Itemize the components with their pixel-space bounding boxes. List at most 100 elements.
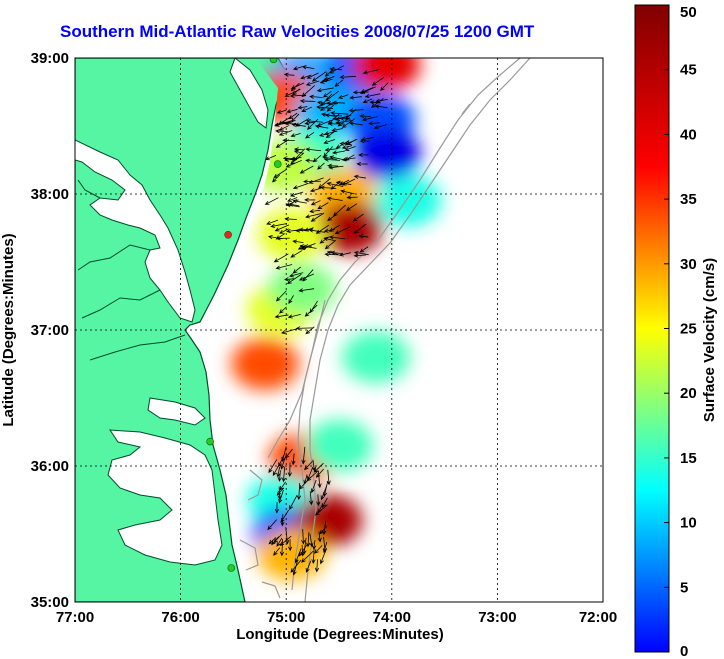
velocity-arrow [304, 460, 313, 471]
velocity-arrow [338, 94, 349, 99]
velocity-cell [352, 127, 421, 180]
velocity-arrow [304, 197, 316, 203]
velocity-arrow [308, 228, 326, 233]
velocity-arrow [330, 250, 343, 255]
velocity-arrow [287, 313, 301, 319]
velocity-arrow [345, 203, 358, 211]
velocity-arrow [321, 497, 328, 509]
velocity-cell [257, 208, 326, 261]
velocity-arrow [275, 290, 287, 302]
x-tick-label: 72:00 [579, 609, 617, 626]
velocity-arrow [317, 162, 325, 170]
station-marker [206, 437, 214, 446]
velocity-cell [305, 419, 373, 472]
velocity-arrow [309, 300, 318, 314]
velocity-arrow [291, 453, 296, 466]
velocity-arrow [341, 178, 356, 186]
velocity-arrow [301, 550, 314, 563]
velocity-arrow [288, 539, 293, 552]
velocity-arrow [322, 520, 327, 536]
velocity-arrow [309, 187, 322, 193]
velocity-arrow [324, 113, 342, 118]
velocity-arrow [328, 235, 346, 240]
station-marker [273, 160, 282, 168]
velocity-arrow [323, 236, 335, 242]
velocity-arrow [352, 213, 364, 222]
velocity-arrow [309, 533, 314, 548]
velocity-arrow [328, 165, 344, 170]
velocity-arrow [297, 105, 308, 110]
y-tick-label: 38:00 [31, 186, 69, 203]
station-markers [206, 58, 282, 572]
velocity-arrow [272, 174, 281, 183]
velocity-arrow [373, 124, 388, 130]
velocity-arrow [284, 88, 301, 97]
velocity-arrow [314, 504, 328, 516]
velocity-arrow [325, 130, 336, 139]
velocity-arrow [275, 233, 286, 240]
velocity-arrow [323, 228, 335, 233]
velocity-arrow [274, 314, 289, 319]
velocity-arrow [323, 76, 334, 81]
station-marker [227, 564, 236, 572]
velocity-arrow [290, 156, 302, 161]
pamlico-sound [107, 429, 223, 566]
velocity-arrow [289, 272, 304, 278]
velocity-arrow [360, 137, 374, 142]
velocity-arrow [340, 189, 355, 195]
velocity-arrow [286, 228, 298, 234]
velocity-arrow [284, 448, 293, 459]
velocity-arrow [301, 106, 312, 112]
velocity-arrow [359, 114, 371, 119]
station-marker [269, 58, 278, 64]
x-axis-label: Longitude (Degrees:Minutes) [236, 626, 444, 643]
velocity-arrow [371, 76, 385, 86]
y-axis-label: Latitude (Degrees:Minutes) [0, 233, 17, 426]
velocity-arrow [317, 531, 322, 543]
colorbar-tick-label: 50 [680, 4, 697, 21]
velocity-arrow [309, 94, 323, 99]
velocity-arrow [348, 121, 363, 126]
velocity-arrow [334, 79, 344, 87]
velocity-arrow [316, 100, 334, 106]
velocity-arrow [290, 82, 305, 89]
velocity-arrow [288, 295, 294, 304]
velocity-arrow [339, 179, 350, 185]
velocity-arrow [327, 163, 339, 168]
velocity-arrow [335, 114, 352, 121]
velocity-arrow [285, 199, 299, 206]
albemarle-sound [147, 397, 206, 426]
velocity-arrow [276, 109, 287, 114]
velocity-arrow [281, 328, 298, 335]
velocity-arrow [314, 545, 323, 554]
velocity-arrow [267, 519, 277, 531]
velocity-arrow [312, 540, 317, 551]
velocity-arrow [284, 216, 297, 222]
velocity-arrow [310, 479, 317, 494]
y-tick-label: 36:00 [31, 458, 69, 475]
velocity-arrow [353, 223, 367, 234]
velocity-arrow [278, 125, 289, 131]
velocity-arrow [292, 266, 302, 274]
velocity-arrow [292, 183, 309, 190]
y-tick-label: 35:00 [31, 594, 69, 611]
velocity-arrow [290, 559, 302, 573]
velocity-arrow [296, 482, 302, 501]
velocity-arrow [287, 462, 292, 478]
velocity-arrow [319, 104, 331, 111]
x-tick-label: 73:00 [478, 609, 516, 626]
velocity-arrow [290, 191, 304, 197]
delaware-bay [229, 58, 269, 129]
velocity-arrow [286, 273, 302, 285]
velocity-arrow [311, 71, 327, 82]
velocity-arrow [273, 547, 280, 556]
colorbar-tick-label: 0 [680, 643, 688, 659]
velocity-arrow [288, 112, 298, 120]
velocity-arrow [353, 174, 367, 179]
x-tick-label: 76:00 [161, 609, 199, 626]
velocity-arrow [274, 502, 280, 514]
velocity-arrow [306, 72, 319, 79]
velocity-arrow [314, 124, 329, 129]
velocity-arrow [344, 146, 356, 151]
velocity-arrow [326, 181, 344, 187]
